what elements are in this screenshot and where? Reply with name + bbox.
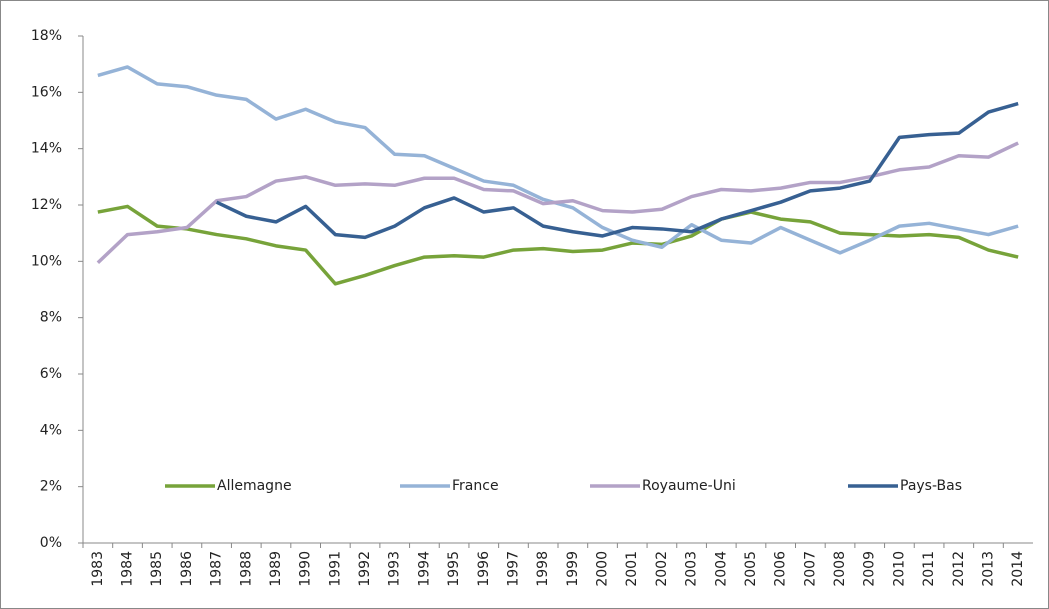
x-tick-label: 1987 — [209, 551, 225, 587]
x-tick-label: 1999 — [565, 551, 581, 587]
x-tick-label: 1985 — [149, 551, 165, 587]
y-tick-label: 12% — [31, 197, 62, 213]
y-tick-label: 2% — [40, 479, 62, 495]
x-tick-label: 1986 — [179, 551, 195, 587]
x-tick-label: 1990 — [298, 551, 314, 587]
legend-label: Pays-Bas — [900, 478, 962, 494]
x-tick-label: 2008 — [832, 551, 848, 587]
x-tick-label: 2003 — [684, 551, 700, 587]
x-tick-label: 1995 — [446, 551, 462, 587]
y-tick-label: 10% — [31, 253, 62, 269]
x-tick-label: 2011 — [921, 551, 937, 587]
series-line — [96, 141, 1019, 265]
x-tick-label: 1983 — [90, 551, 106, 587]
x-tick-label: 1988 — [238, 551, 254, 587]
x-tick-label: 2007 — [802, 551, 818, 587]
x-tick-label: 2014 — [1010, 551, 1026, 587]
legend-label: Allemagne — [217, 478, 292, 494]
x-tick-label: 2001 — [624, 551, 640, 587]
x-tick-label: 1994 — [416, 551, 432, 587]
y-tick-label: 14% — [31, 141, 62, 157]
x-tick-label: 2005 — [743, 551, 759, 587]
x-tick-label: 1992 — [357, 551, 373, 587]
x-tick-label: 1991 — [327, 551, 343, 587]
x-tick-label: 2004 — [713, 551, 729, 587]
x-tick-label: 2009 — [862, 551, 878, 587]
x-tick-label: 1996 — [476, 551, 492, 587]
x-tick-label: 1993 — [387, 551, 403, 587]
legend-label: France — [452, 478, 499, 494]
y-tick-label: 4% — [40, 422, 62, 438]
x-tick-label: 2012 — [951, 551, 967, 587]
legend-label: Royaume-Uni — [642, 478, 736, 494]
x-tick-label: 2002 — [654, 551, 670, 587]
series-line — [97, 204, 1019, 286]
x-tick-label: 2013 — [980, 551, 996, 587]
x-tick-label: 1997 — [505, 551, 521, 587]
x-tick-label: 1998 — [535, 551, 551, 587]
y-tick-label: 0% — [40, 535, 62, 551]
x-tick-label: 1989 — [268, 551, 284, 587]
x-tick-label: 1984 — [120, 551, 136, 587]
y-tick-label: 16% — [31, 84, 62, 100]
y-tick-label: 8% — [40, 310, 62, 326]
y-tick-label: 6% — [40, 366, 62, 382]
x-tick-label: 2010 — [891, 551, 907, 587]
series-line — [215, 101, 1019, 240]
x-tick-label: 2000 — [595, 551, 611, 587]
x-tick-label: 2006 — [773, 551, 789, 587]
y-tick-label: 18% — [31, 28, 62, 44]
